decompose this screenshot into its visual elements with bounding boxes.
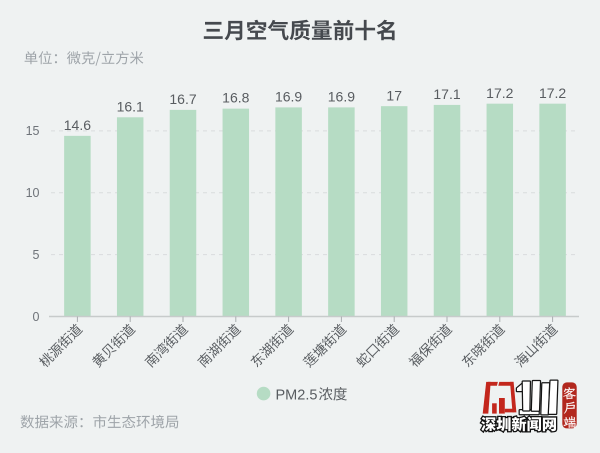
svg-text:16.7: 16.7 [169,91,196,107]
svg-text:14.6: 14.6 [64,117,91,133]
svg-text:15: 15 [26,124,40,138]
svg-text:17.2: 17.2 [486,85,513,101]
svg-text:17: 17 [386,87,402,103]
svg-text:10: 10 [26,186,40,200]
svg-text:PM2.5: PM2.5 [276,387,318,403]
svg-text:16.1: 16.1 [117,98,144,114]
svg-text:0: 0 [33,310,40,324]
svg-text:16.8: 16.8 [222,90,249,106]
svg-text:17.1: 17.1 [433,86,460,102]
svg-text:16.9: 16.9 [328,89,355,105]
svg-text:16.9: 16.9 [275,89,302,105]
svg-text:5: 5 [33,248,40,262]
svg-text:17.2: 17.2 [539,85,566,101]
